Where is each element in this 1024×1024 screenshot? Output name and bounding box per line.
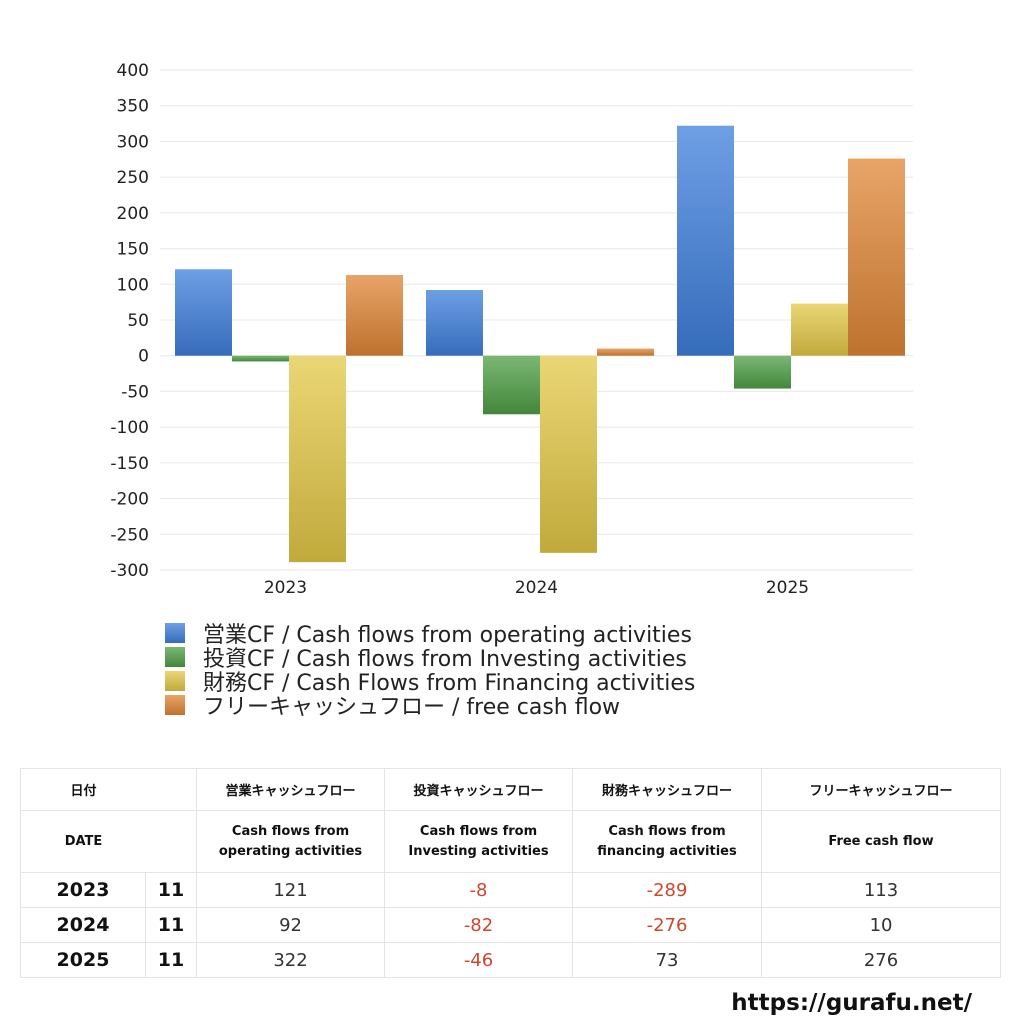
row-operating: 92 bbox=[196, 907, 386, 943]
legend-label-financing: 財務CF / Cash Flows from Financing activit… bbox=[203, 671, 696, 696]
y-tick-label: 50 bbox=[127, 311, 149, 331]
row-free: 276 bbox=[761, 942, 1002, 978]
legend-swatch-investing bbox=[165, 647, 185, 667]
bar-2023-series-1 bbox=[232, 355, 289, 362]
header-date-en: DATE bbox=[19, 810, 198, 873]
header-date-jp: 日付 bbox=[19, 768, 198, 811]
row-month: 11 bbox=[144, 907, 198, 943]
legend-item-operating: 営業CF / Cash flows from operating activit… bbox=[165, 621, 695, 648]
header-free-jp: フリーキャッシュフロー bbox=[761, 768, 1002, 811]
row-year: 2023 bbox=[20, 872, 146, 908]
y-tick-label: 0 bbox=[138, 347, 149, 367]
cash-flow-bar-chart: 400 350 300 250 200 150 100 50 0 -50 -100 -150 -200 -… bbox=[110, 61, 913, 598]
row-year: 2024 bbox=[20, 907, 146, 943]
header-investing-en-line1: Cash flows from bbox=[419, 823, 538, 839]
bar-2024-series-3 bbox=[597, 348, 654, 356]
y-tick-label: 100 bbox=[117, 275, 149, 295]
table-header-row-english: DATE Cash flows from operating activities… bbox=[19, 810, 1002, 873]
header-operating-en: Cash flows from operating activities bbox=[196, 810, 386, 873]
legend-label-operating: 営業CF / Cash flows from operating activit… bbox=[203, 623, 692, 648]
y-tick-label: 300 bbox=[117, 132, 149, 152]
row-operating: 121 bbox=[196, 872, 386, 908]
bar-2024-series-0 bbox=[426, 290, 483, 356]
header-operating-en-line1: Cash flows from bbox=[231, 823, 350, 839]
bars bbox=[175, 125, 905, 563]
header-investing-en-line2: Investing activities bbox=[408, 843, 549, 859]
bar-2023-series-3 bbox=[346, 275, 403, 356]
header-investing-en: Cash flows from Investing activities bbox=[384, 810, 574, 873]
legend-item-financing: 財務CF / Cash Flows from Financing activit… bbox=[165, 669, 695, 696]
legend-item-free-cash-flow: フリーキャッシュフロー / free cash flow bbox=[165, 693, 695, 720]
table-row: 2025 11 322 -46 73 276 bbox=[20, 942, 1002, 978]
table-row: 2024 11 92 -82 -276 10 bbox=[20, 907, 1002, 943]
row-financing: -276 bbox=[572, 907, 763, 943]
header-investing-jp: 投資キャッシュフロー bbox=[384, 768, 574, 811]
row-investing: -82 bbox=[384, 907, 574, 943]
chart-legend: 営業CF / Cash flows from operating activit… bbox=[165, 621, 695, 720]
site-url: https://gurafu.net/ bbox=[731, 990, 972, 1016]
legend-item-investing: 投資CF / Cash flows from Investing activit… bbox=[165, 645, 695, 672]
header-operating-jp: 営業キャッシュフロー bbox=[196, 768, 386, 811]
header-operating-en-line2: operating activities bbox=[218, 843, 363, 859]
header-financing-en-line1: Cash flows from bbox=[608, 823, 726, 839]
row-month: 11 bbox=[144, 872, 198, 908]
header-financing-en-line2: financing activities bbox=[597, 843, 737, 859]
gridlines bbox=[160, 69, 913, 571]
y-axis-tick-labels: 400 350 300 250 200 150 100 50 0 -50 -100 -150 -200 -… bbox=[110, 61, 149, 581]
y-tick-label: 200 bbox=[117, 204, 149, 224]
bar-2024-series-1 bbox=[483, 355, 540, 415]
bar-2025-series-1 bbox=[734, 355, 791, 389]
legend-label-free-cash-flow: フリーキャッシュフロー / free cash flow bbox=[203, 695, 621, 720]
legend-swatch-free-cash-flow bbox=[165, 695, 185, 715]
cash-flow-table: 日付 営業キャッシュフロー 投資キャッシュフロー 財務キャッシュフロー フリーキ… bbox=[19, 768, 1002, 978]
row-investing: -8 bbox=[384, 872, 574, 908]
header-financing-jp: 財務キャッシュフロー bbox=[572, 768, 763, 811]
legend-label-investing: 投資CF / Cash flows from Investing activit… bbox=[203, 647, 687, 672]
y-tick-label: 250 bbox=[117, 168, 149, 188]
x-tick-label: 2024 bbox=[515, 578, 558, 598]
row-investing: -46 bbox=[384, 942, 574, 978]
bar-2024-series-2 bbox=[540, 355, 597, 553]
y-tick-label: 350 bbox=[117, 97, 149, 117]
y-tick-label: -150 bbox=[110, 454, 149, 474]
y-tick-label: -50 bbox=[121, 382, 149, 402]
x-axis-tick-labels: 2023 2024 2025 bbox=[264, 578, 809, 598]
row-financing: 73 bbox=[572, 942, 763, 978]
y-tick-label: -200 bbox=[110, 490, 149, 510]
y-tick-label: 150 bbox=[117, 240, 149, 260]
row-year: 2025 bbox=[20, 942, 146, 978]
row-free: 113 bbox=[761, 872, 1002, 908]
row-operating: 322 bbox=[196, 942, 386, 978]
row-financing: -289 bbox=[572, 872, 763, 908]
bar-2025-series-2 bbox=[791, 303, 848, 356]
bar-2023-series-0 bbox=[175, 269, 232, 356]
x-tick-label: 2023 bbox=[264, 578, 307, 598]
x-tick-label: 2025 bbox=[766, 578, 809, 598]
bar-2025-series-0 bbox=[677, 125, 734, 356]
y-tick-label: -300 bbox=[110, 561, 149, 581]
table-header-row-japanese: 日付 営業キャッシュフロー 投資キャッシュフロー 財務キャッシュフロー フリーキ… bbox=[19, 768, 1002, 811]
bar-2023-series-2 bbox=[289, 355, 346, 563]
row-month: 11 bbox=[144, 942, 198, 978]
header-financing-en: Cash flows from financing activities bbox=[572, 810, 763, 873]
legend-swatch-financing bbox=[165, 671, 185, 691]
row-free: 10 bbox=[761, 907, 1002, 943]
table-row: 2023 11 121 -8 -289 113 bbox=[20, 872, 1002, 908]
y-tick-label: 400 bbox=[117, 61, 149, 81]
y-tick-label: -100 bbox=[110, 418, 149, 438]
y-tick-label: -250 bbox=[110, 525, 149, 545]
header-free-en: Free cash flow bbox=[761, 810, 1002, 873]
legend-swatch-operating bbox=[165, 623, 185, 643]
bar-2025-series-3 bbox=[848, 158, 905, 356]
